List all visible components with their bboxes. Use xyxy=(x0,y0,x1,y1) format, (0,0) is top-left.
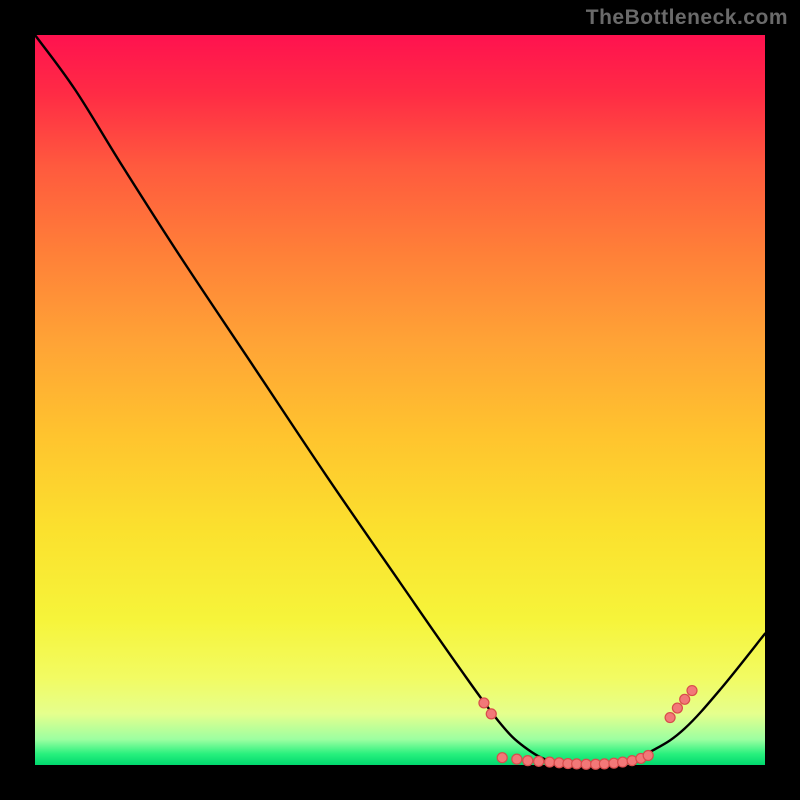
data-marker xyxy=(618,757,628,767)
data-marker xyxy=(672,703,682,713)
data-marker xyxy=(512,754,522,764)
data-marker xyxy=(534,756,544,766)
data-marker xyxy=(486,709,496,719)
data-marker xyxy=(545,757,555,767)
data-marker xyxy=(581,759,591,769)
data-marker xyxy=(479,698,489,708)
data-marker xyxy=(572,759,582,769)
data-marker xyxy=(665,713,675,723)
data-marker xyxy=(523,756,533,766)
data-marker xyxy=(497,753,507,763)
chart-container: TheBottleneck.com xyxy=(0,0,800,800)
data-marker xyxy=(680,694,690,704)
data-marker xyxy=(643,751,653,761)
data-marker xyxy=(599,759,609,769)
data-marker xyxy=(687,686,697,696)
watermark-label: TheBottleneck.com xyxy=(586,6,788,30)
bottleneck-chart xyxy=(0,0,800,800)
